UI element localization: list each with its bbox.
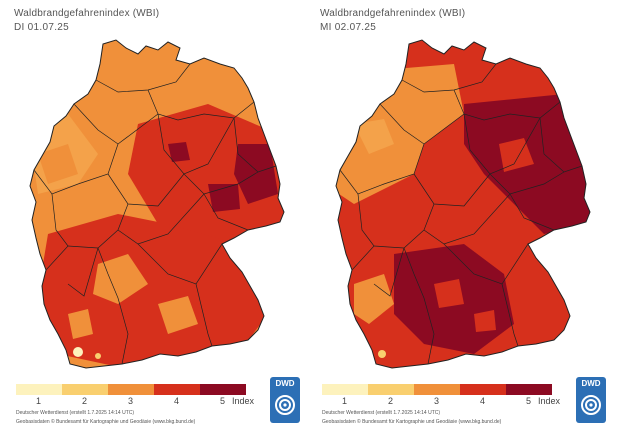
legend-label-3: 3 (128, 396, 134, 406)
legend-label-2: 2 (82, 396, 88, 406)
map-panel-day1: Waldbrandgefahrenindex (WBI) DI 01.07.25 (8, 0, 308, 431)
legend-colorbar (322, 384, 552, 395)
legend-unit: Index (232, 396, 255, 406)
legend-label-5: 5 (220, 396, 226, 406)
dwd-swirl-icon (275, 395, 295, 415)
dwd-swirl-icon (581, 395, 601, 415)
legend-label-1: 1 (36, 396, 42, 406)
credit-line-geodata: Geobasisdaten © Bundesamt für Kartograph… (16, 419, 196, 425)
legend-swatch-3 (108, 384, 154, 395)
map-title: Waldbrandgefahrenindex (WBI) (14, 8, 160, 19)
legend-labels: 1 2 3 4 5 Index (322, 396, 617, 408)
legend-swatch-4 (460, 384, 506, 395)
legend-label-1: 1 (342, 396, 348, 406)
legend-colorbar (16, 384, 246, 395)
legend-swatch-2 (62, 384, 108, 395)
germany-map-day2 (335, 39, 591, 369)
legend-swatch-5 (506, 384, 552, 395)
legend-labels: 1 2 3 4 5 Index (16, 396, 316, 408)
legend-swatch-4 (154, 384, 200, 395)
legend-label-4: 4 (480, 396, 486, 406)
legend-label-5: 5 (526, 396, 532, 406)
germany-map-day1 (29, 39, 285, 369)
map-title: Waldbrandgefahrenindex (WBI) (320, 8, 466, 19)
dwd-logo: DWD (270, 377, 300, 423)
dwd-logo-text: DWD (275, 379, 295, 388)
legend-swatch-2 (368, 384, 414, 395)
legend-label-2: 2 (388, 396, 394, 406)
legend-unit: Index (538, 396, 561, 406)
legend-swatch-1 (322, 384, 368, 395)
credit-line: Deutscher Wetterdienst (erstellt 1.7.202… (322, 410, 441, 416)
credit-line: Deutscher Wetterdienst (erstellt 1.7.202… (16, 410, 135, 416)
map-date: DI 01.07.25 (14, 22, 70, 33)
credit-line-geodata: Geobasisdaten © Bundesamt für Kartograph… (322, 419, 502, 425)
map-date: MI 02.07.25 (320, 22, 377, 33)
map-panel-day2: Waldbrandgefahrenindex (WBI) MI 02.07.25 (314, 0, 614, 431)
legend-swatch-5 (200, 384, 246, 395)
legend-label-3: 3 (434, 396, 440, 406)
dwd-logo-text: DWD (581, 379, 601, 388)
legend-swatch-1 (16, 384, 62, 395)
legend-label-4: 4 (174, 396, 180, 406)
dwd-logo: DWD (576, 377, 606, 423)
legend-swatch-3 (414, 384, 460, 395)
